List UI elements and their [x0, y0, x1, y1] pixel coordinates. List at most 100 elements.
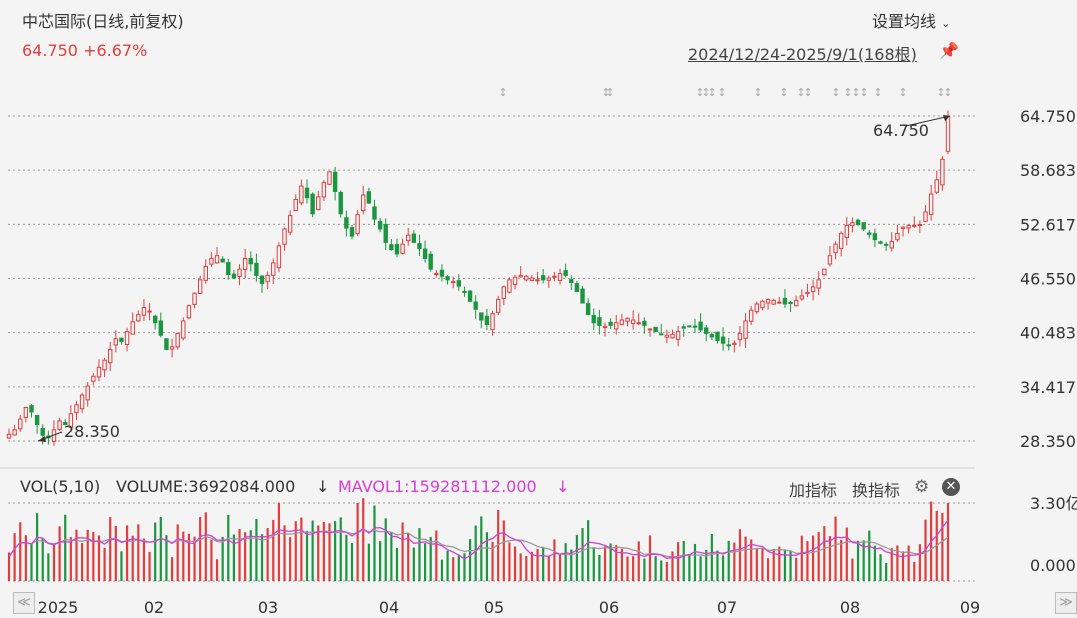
volume-bar — [373, 505, 376, 581]
volume-bar — [86, 529, 89, 581]
volume-bar — [289, 537, 292, 581]
volume-bar — [468, 539, 472, 581]
volume-bar — [249, 530, 252, 581]
candle-body — [625, 317, 630, 322]
volume-bar — [429, 536, 432, 581]
candle-body — [203, 265, 208, 281]
volume-bar — [862, 540, 865, 581]
candle-body — [838, 232, 844, 249]
volume-bar — [131, 535, 134, 581]
candle-body — [546, 277, 551, 281]
candle-body — [130, 321, 135, 335]
volume-bar — [609, 543, 612, 581]
gear-icon[interactable]: ⚙ — [914, 477, 930, 497]
volume-bar — [137, 524, 140, 581]
volume-bar — [446, 550, 449, 581]
candle-body — [518, 274, 523, 278]
price-grid — [8, 115, 975, 442]
candle-body — [282, 228, 287, 245]
change-percent: +6.67% — [83, 41, 148, 60]
candle-body — [630, 319, 636, 325]
volume-bar — [125, 525, 129, 581]
candle-body — [91, 375, 96, 382]
candle-body — [439, 269, 445, 277]
volume-bar — [238, 528, 241, 581]
date-range[interactable]: 2024/12/24-2025/9/1(168根) — [688, 45, 917, 64]
volume-bar — [896, 545, 899, 581]
date-tick-label: 07 — [717, 598, 737, 617]
volume-bar — [154, 522, 157, 581]
candle-body — [327, 171, 332, 185]
candle-body — [732, 342, 737, 345]
date-tick-label: 03 — [258, 598, 278, 617]
candle-body — [872, 233, 878, 241]
candle-body — [574, 283, 580, 292]
candle-body — [164, 338, 169, 350]
volume-bar — [558, 554, 562, 581]
volume-bar — [204, 512, 207, 581]
candle-body — [237, 268, 242, 277]
volume-bar — [845, 527, 848, 581]
switch-indicator-button[interactable]: 换指标 — [852, 481, 901, 500]
date-tick-label: 09 — [960, 598, 980, 617]
volume-bar — [379, 541, 382, 581]
vol-indicator-label[interactable]: VOL(5,10) — [20, 477, 101, 496]
pin-icon[interactable]: 📌 — [939, 41, 959, 60]
candle-body — [445, 276, 450, 281]
volume-bar — [828, 536, 832, 581]
volume-bar — [733, 542, 736, 581]
ma-settings-label: 设置均线 — [872, 12, 937, 31]
candle-body — [400, 243, 405, 254]
candle-body — [687, 325, 692, 328]
volume-bar — [114, 526, 117, 581]
candle-body — [883, 243, 889, 246]
candle-body — [349, 227, 355, 237]
event-marker-icon: ↕ — [753, 86, 762, 99]
volume-bar — [75, 529, 78, 581]
candle-body — [720, 336, 726, 344]
volume-bar — [772, 548, 775, 581]
scroll-left-button[interactable]: ≪ — [13, 592, 35, 614]
candle-body — [361, 194, 366, 212]
candle-body — [945, 115, 951, 152]
candle-body — [276, 245, 282, 269]
scroll-right-button[interactable]: ≫ — [1055, 592, 1077, 614]
volume-bar — [255, 518, 258, 581]
volume-bar — [311, 520, 314, 581]
down-arrow-icon: ↓ — [316, 477, 330, 496]
volume-bar — [24, 535, 27, 581]
volume-bar — [485, 532, 489, 581]
candle-body — [782, 298, 788, 305]
candle-body — [524, 275, 529, 281]
volume-bar — [328, 523, 331, 581]
close-icon[interactable]: ✕ — [942, 478, 960, 496]
volume-bar — [885, 562, 888, 581]
candle-body — [788, 302, 793, 305]
candle-body — [79, 394, 85, 410]
candle-body — [411, 233, 417, 243]
volume-bar — [851, 558, 854, 581]
volume-bar — [13, 533, 16, 581]
price-tick-label: 46.550 — [1020, 270, 1076, 289]
candle-body — [512, 276, 518, 286]
volume-bar — [367, 543, 370, 581]
volume-bar — [637, 541, 640, 581]
event-marker-icon: ↕ — [859, 86, 868, 99]
volume-bar — [795, 557, 798, 581]
candle-body — [63, 421, 68, 425]
candle-body — [495, 298, 501, 313]
volume-bar — [165, 535, 168, 581]
ma-settings-button[interactable]: 设置均线 ⌄ — [872, 8, 950, 32]
candle-body — [878, 241, 883, 244]
candle-body — [647, 328, 653, 331]
date-tick-label: 2025 — [38, 598, 79, 617]
event-marker-icon: ↕ — [498, 86, 507, 99]
add-indicator-button[interactable]: 加指标 — [789, 481, 838, 500]
candle-body — [293, 198, 298, 212]
candle-body — [900, 226, 906, 229]
candle-body — [704, 327, 709, 334]
volume-bar — [199, 517, 202, 581]
candle-body — [833, 243, 838, 254]
candle-body — [18, 418, 23, 430]
date-tick-label: 02 — [144, 598, 164, 617]
